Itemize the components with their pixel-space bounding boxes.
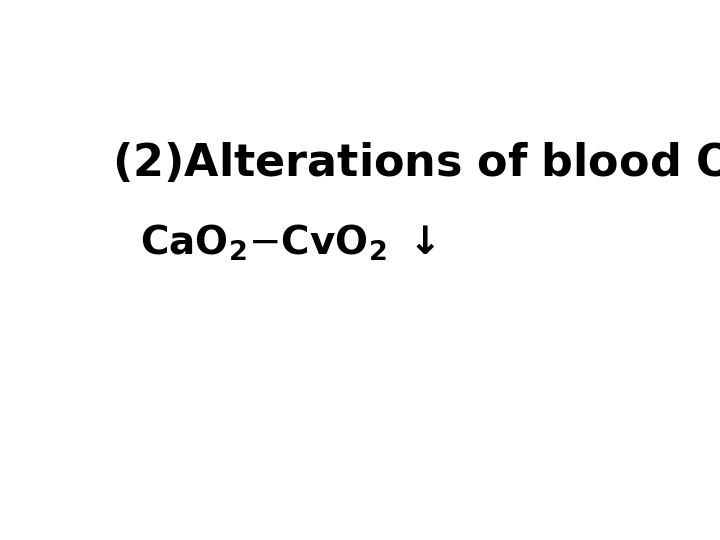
- Text: $\mathbf{CaO_2\mathrm{-}CvO_2\ \downarrow}$: $\mathbf{CaO_2\mathrm{-}CvO_2\ \downarro…: [140, 223, 436, 263]
- Text: $\mathbf{(2)Alterations\ of\ blood\ O_2\ parameters}$: $\mathbf{(2)Alterations\ of\ blood\ O_2\…: [112, 140, 720, 187]
